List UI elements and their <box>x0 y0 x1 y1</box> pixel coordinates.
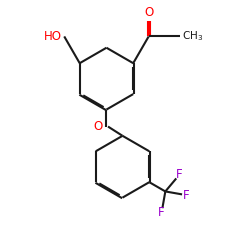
Text: F: F <box>183 189 190 202</box>
Text: F: F <box>176 168 182 181</box>
Text: O: O <box>144 6 153 18</box>
Text: CH$_3$: CH$_3$ <box>182 30 203 43</box>
Text: O: O <box>94 120 103 133</box>
Text: HO: HO <box>44 30 62 43</box>
Text: F: F <box>158 206 165 219</box>
